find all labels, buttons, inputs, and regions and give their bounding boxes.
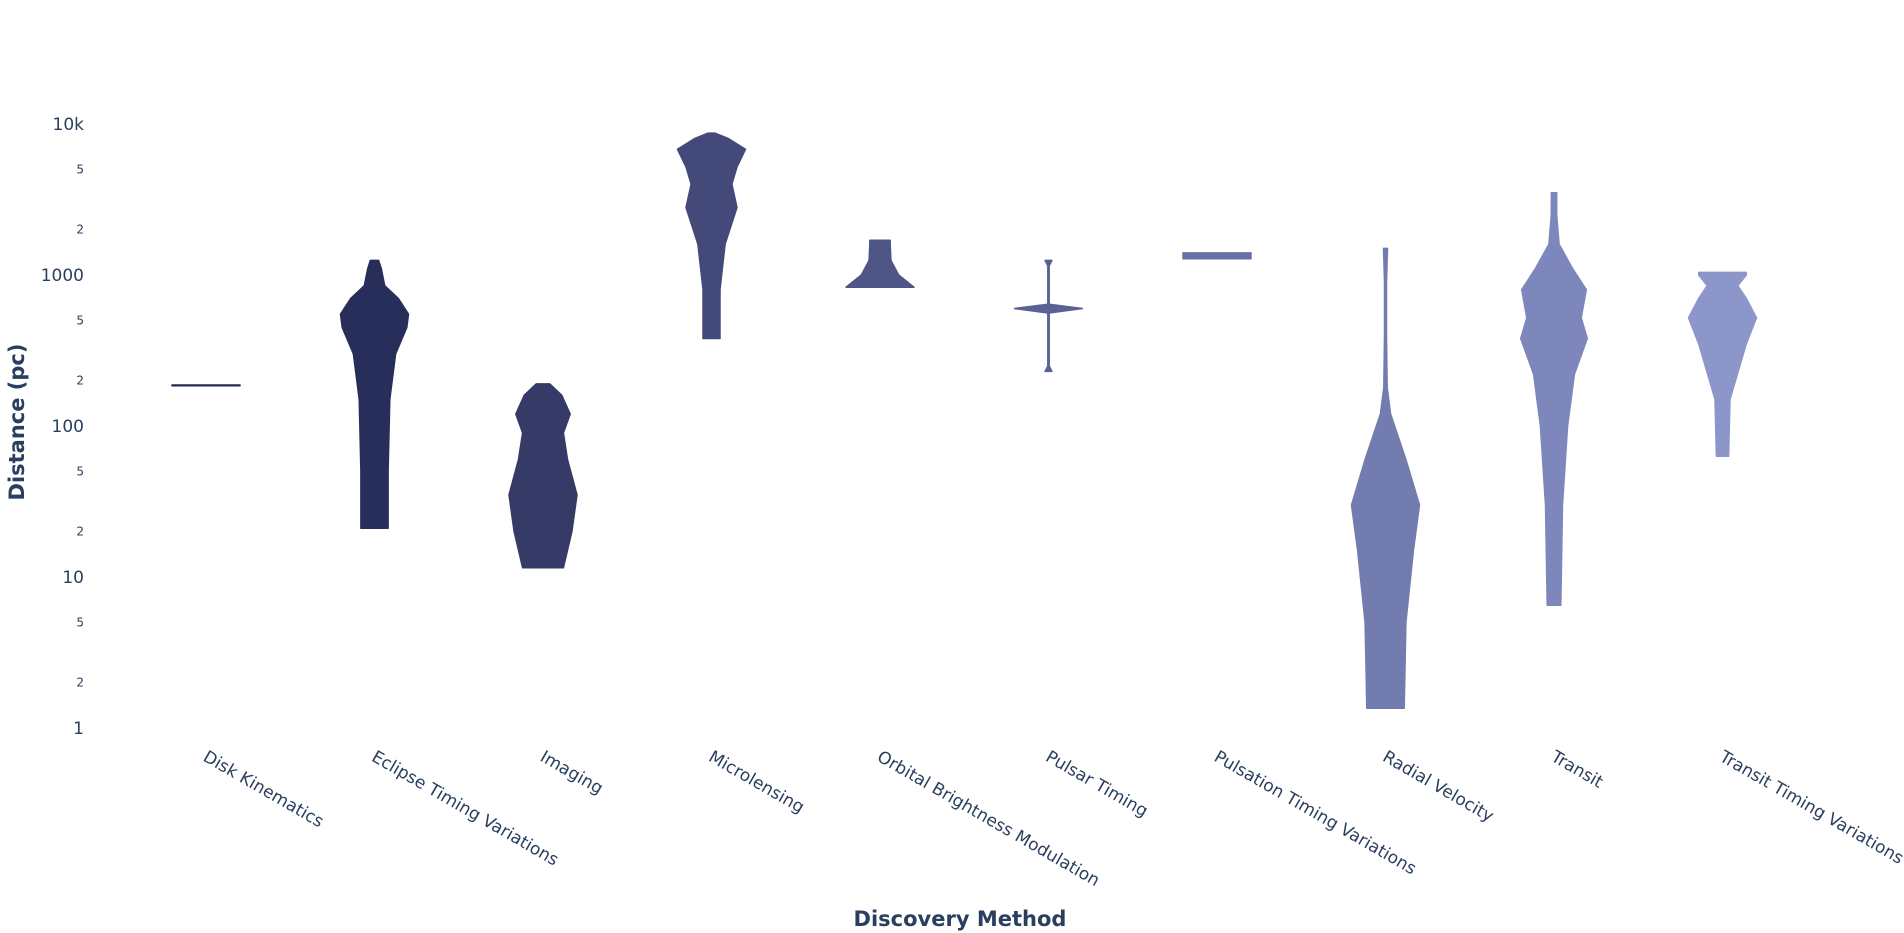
x-tick-label: Imaging bbox=[537, 747, 607, 799]
y-minor-tick-label: 5 bbox=[76, 162, 84, 176]
x-tick-label: Microlensing bbox=[705, 747, 808, 818]
y-minor-tick-label: 2 bbox=[76, 676, 84, 690]
y-tick-label: 10 bbox=[62, 568, 84, 588]
x-tick-label: Pulsar Timing bbox=[1042, 747, 1151, 822]
y-minor-tick-label: 5 bbox=[76, 615, 84, 629]
x-axis: Disk Kinematics Eclipse Timing Variations… bbox=[200, 747, 1904, 892]
x-tick-label: Eclipse Timing Variations bbox=[368, 747, 562, 870]
y-minor-tick-label: 5 bbox=[76, 313, 84, 327]
y-axis: 1 10 100 1000 10k 2 5 2 5 2 5 2 5 bbox=[41, 115, 84, 739]
violin-orbital-brightness-modulation bbox=[845, 239, 915, 288]
violin-imaging bbox=[508, 383, 578, 569]
violin-pulsation-timing-variations bbox=[1182, 252, 1252, 260]
violin-group bbox=[171, 132, 1758, 710]
x-tick-label: Radial Velocity bbox=[1379, 747, 1497, 827]
y-minor-tick-label: 2 bbox=[76, 525, 84, 539]
x-axis-title: Discovery Method bbox=[854, 907, 1067, 931]
violin-transit bbox=[1519, 192, 1589, 607]
y-tick-label: 1000 bbox=[41, 266, 84, 286]
x-tick-label: Disk Kinematics bbox=[200, 747, 328, 832]
violin-pulsar-timing bbox=[1013, 259, 1084, 373]
x-tick-label: Transit bbox=[1547, 747, 1607, 793]
violin-disk-kinematics bbox=[171, 384, 241, 387]
violin-transit-timing-variations bbox=[1687, 271, 1758, 458]
y-minor-tick-label: 5 bbox=[76, 464, 84, 478]
violin-radial-velocity bbox=[1350, 247, 1421, 710]
x-tick-label: Transit Timing Variations bbox=[1715, 747, 1904, 869]
y-axis-title: Distance (pc) bbox=[5, 344, 29, 501]
violin-eclipse-timing-variations bbox=[339, 259, 410, 530]
y-minor-tick-label: 2 bbox=[76, 374, 84, 388]
y-tick-label: 100 bbox=[52, 417, 84, 437]
y-tick-label: 10k bbox=[53, 115, 85, 135]
y-minor-tick-label: 2 bbox=[76, 223, 84, 237]
violin-microlensing bbox=[676, 132, 747, 340]
y-tick-label: 1 bbox=[73, 719, 84, 739]
